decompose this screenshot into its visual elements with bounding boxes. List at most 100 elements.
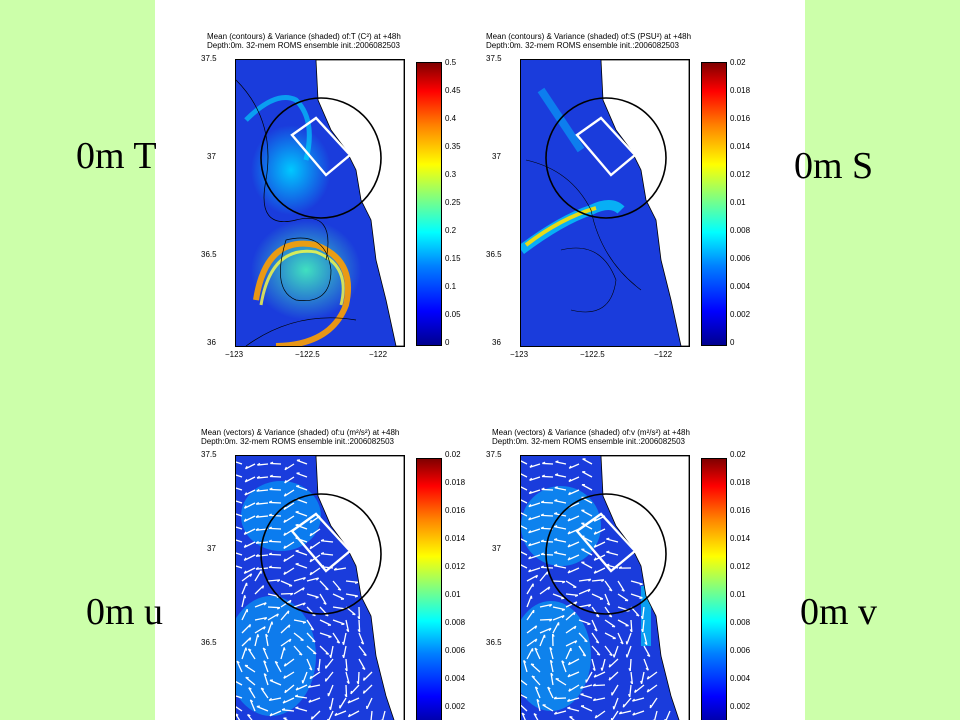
- velocity-vector-head: [561, 608, 565, 611]
- velocity-vector: [320, 553, 334, 556]
- colorbar-tick: 0.1: [445, 282, 457, 291]
- colorbar-tick: 0.018: [730, 478, 751, 487]
- y-tick-label: 36.5: [201, 250, 217, 259]
- velocity-vector: [521, 512, 528, 517]
- velocity-vector-head: [244, 465, 248, 470]
- velocity-vector: [604, 632, 616, 640]
- velocity-vector-head: [255, 527, 259, 531]
- velocity-vector: [554, 500, 567, 504]
- velocity-vector-head: [630, 681, 633, 685]
- velocity-vector: [540, 514, 554, 517]
- velocity-vector: [284, 489, 295, 497]
- velocity-vector-head: [592, 683, 596, 687]
- velocity-vector: [567, 541, 580, 548]
- velocity-vector: [567, 515, 580, 522]
- velocity-vector: [542, 704, 554, 712]
- panel-title: Mean (contours) & Variance (shaded) of:S…: [486, 32, 692, 41]
- velocity-vector-head: [255, 566, 259, 570]
- velocity-vector-head: [631, 698, 636, 702]
- velocity-vector-head: [567, 661, 571, 666]
- colorbar-tick: 0.004: [445, 674, 466, 683]
- velocity-vector-head: [555, 460, 559, 463]
- velocity-vector: [641, 606, 645, 619]
- velocity-vector-head: [309, 532, 313, 537]
- velocity-vector-head: [540, 565, 545, 568]
- velocity-vector-head: [336, 641, 340, 644]
- velocity-vector-head: [549, 618, 553, 622]
- velocity-vector-head: [243, 518, 247, 522]
- velocity-vector-head: [268, 552, 272, 555]
- velocity-vector: [528, 515, 541, 521]
- velocity-vector: [529, 476, 541, 481]
- velocity-vector-head: [274, 660, 279, 664]
- velocity-vector-head: [553, 711, 558, 715]
- velocity-vector-head: [287, 610, 290, 614]
- velocity-vector: [283, 554, 295, 563]
- velocity-vector: [581, 509, 593, 517]
- velocity-vector: [269, 488, 282, 491]
- velocity-vector: [580, 684, 593, 689]
- velocity-vector-head: [295, 706, 299, 709]
- colorbar-tick: 0.15: [445, 254, 461, 263]
- velocity-vector-head: [593, 570, 597, 574]
- velocity-vector: [555, 474, 567, 478]
- velocity-vector: [310, 710, 321, 720]
- velocity-vector-head: [593, 531, 597, 535]
- velocity-vector: [320, 540, 334, 543]
- velocity-vector-head: [310, 716, 313, 720]
- velocity-vector: [280, 580, 293, 587]
- velocity-vector: [578, 604, 591, 608]
- velocity-vector-head: [333, 567, 337, 571]
- velocity-vector-head: [593, 544, 597, 548]
- velocity-vector: [561, 660, 567, 673]
- velocity-vector: [649, 697, 658, 709]
- y-tick-label: 36: [492, 338, 501, 347]
- velocity-vector-head: [528, 569, 532, 573]
- velocity-vector: [550, 673, 554, 686]
- velocity-vector: [306, 632, 316, 643]
- velocity-vector-head: [553, 696, 557, 700]
- velocity-vector-head: [283, 675, 286, 679]
- velocity-vector-head: [584, 640, 588, 643]
- velocity-vector: [604, 593, 611, 606]
- velocity-vector-head: [540, 539, 545, 542]
- velocity-vector-head: [634, 689, 637, 693]
- velocity-vector-head: [288, 599, 292, 604]
- velocity-vector-head: [260, 687, 265, 691]
- velocity-vector: [617, 632, 624, 645]
- velocity-vector-head: [574, 640, 578, 644]
- velocity-vector: [236, 474, 243, 478]
- velocity-vector-head: [268, 565, 272, 568]
- velocity-vector-head: [592, 667, 596, 672]
- velocity-vector-head: [309, 545, 313, 550]
- velocity-vector: [646, 684, 658, 693]
- velocity-vector-head: [554, 564, 558, 567]
- velocity-vector-head: [548, 627, 552, 632]
- velocity-vector-head: [540, 500, 545, 503]
- velocity-vector: [283, 515, 295, 524]
- velocity-vector: [565, 625, 577, 634]
- velocity-vector: [293, 576, 306, 582]
- velocity-vector: [309, 528, 321, 537]
- colorbar-tick: 0.004: [730, 674, 751, 683]
- velocity-vector: [280, 610, 290, 621]
- velocity-vector-head: [255, 501, 260, 505]
- velocity-vector: [552, 593, 565, 599]
- velocity-vector: [646, 671, 658, 680]
- velocity-vector-head: [284, 466, 288, 471]
- velocity-vector-head: [236, 660, 240, 664]
- velocity-vector: [295, 563, 308, 569]
- velocity-vector-head: [284, 689, 287, 693]
- velocity-vector-head: [561, 660, 565, 664]
- velocity-vector: [617, 580, 625, 592]
- colorbar-tick: 0.02: [730, 58, 746, 67]
- velocity-vector-head: [284, 479, 287, 484]
- velocity-vector-head: [620, 641, 624, 645]
- velocity-vector: [293, 645, 303, 656]
- velocity-vector: [236, 706, 243, 712]
- velocity-vector: [362, 684, 373, 694]
- velocity-vector-head: [342, 641, 345, 645]
- panel-title: Mean (vectors) & Variance (shaded) of:u …: [201, 428, 400, 437]
- velocity-vector-head: [243, 505, 247, 509]
- velocity-vector: [526, 595, 532, 608]
